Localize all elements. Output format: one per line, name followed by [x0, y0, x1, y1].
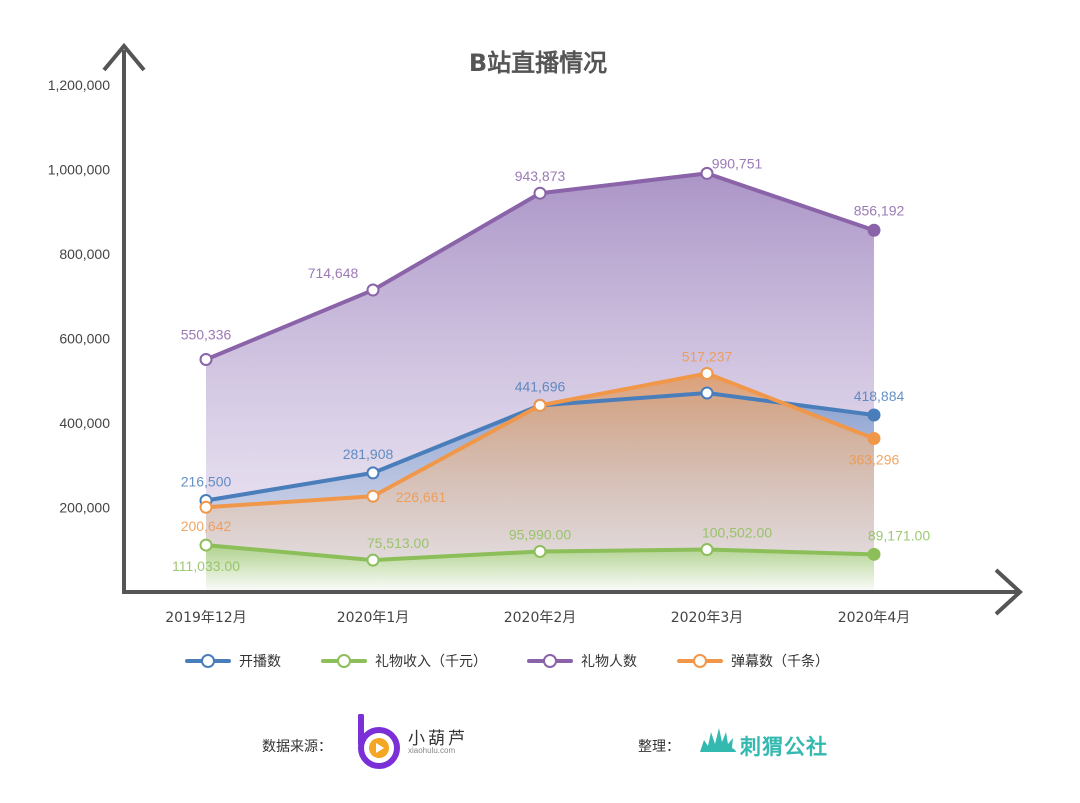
- gift-income-point[interactable]: [366, 553, 380, 567]
- legend-label: 礼物人数: [581, 654, 637, 670]
- y-tick-label: 1,000,000: [48, 162, 110, 178]
- danmaku-data-label: 363,296: [849, 452, 900, 468]
- danmaku-point[interactable]: [199, 500, 213, 514]
- footer: 数据来源： 小葫芦 xiaohulu.com 整理： 刺猬公社: [0, 712, 1080, 772]
- kaibo-data-label: 418,884: [854, 388, 905, 404]
- gift-users-data-label: 550,336: [181, 326, 232, 342]
- gift-users-data-label: 714,648: [308, 265, 359, 281]
- legend-item-kaibo[interactable]: 开播数: [185, 651, 281, 671]
- gift-users-data-label: 990,751: [712, 155, 763, 171]
- legend-label: 开播数: [239, 654, 281, 670]
- danmaku-area: [206, 373, 874, 592]
- gift-income-point[interactable]: [199, 538, 213, 552]
- source-name: 小葫芦: [408, 729, 468, 749]
- x-axis-arrow: [994, 568, 1023, 616]
- legend: 开播数 礼物收入（千元） 礼物人数 弹幕数（千条）: [185, 651, 829, 671]
- organizer-name: 刺猬公社: [740, 735, 828, 759]
- gift-income-point[interactable]: [867, 547, 881, 561]
- gift-users-point[interactable]: [700, 166, 714, 180]
- gift-income-area: [206, 545, 874, 592]
- x-tick-label: 2020年2月: [504, 610, 577, 626]
- kaibo-data-label: 281,908: [343, 446, 394, 462]
- gift-income-point[interactable]: [700, 543, 714, 557]
- hedgehog-logo-icon[interactable]: [698, 724, 738, 756]
- x-tick-label: 2020年1月: [337, 610, 410, 626]
- axes: [102, 42, 1023, 616]
- danmaku-data-label: 200,642: [181, 518, 232, 534]
- y-tick-label: 600,000: [59, 331, 110, 347]
- kaibo-data-label: 441,696: [515, 378, 566, 394]
- danmaku-point[interactable]: [867, 432, 881, 446]
- xiaohulu-logo-icon[interactable]: [355, 714, 403, 770]
- gift-income-data-label: 89,171.00: [868, 527, 930, 543]
- x-tick-label: 2019年12月: [165, 610, 246, 626]
- legend-swatch-icon: [677, 654, 723, 668]
- gift-users-point[interactable]: [199, 352, 213, 366]
- legend-label: 弹幕数（千条）: [731, 654, 829, 670]
- kaibo-point[interactable]: [700, 386, 714, 400]
- legend-label: 礼物收入（千元）: [375, 654, 487, 670]
- y-tick-label: 200,000: [59, 500, 110, 516]
- legend-item-danmaku[interactable]: 弹幕数（千条）: [677, 651, 829, 671]
- gift-users-point[interactable]: [867, 223, 881, 237]
- legend-swatch-icon: [185, 654, 231, 668]
- danmaku-data-label: 226,661: [396, 489, 447, 505]
- kaibo-point[interactable]: [867, 408, 881, 422]
- organizer-label: 整理：: [638, 739, 680, 755]
- gift-users-point[interactable]: [533, 186, 547, 200]
- legend-item-gift-income[interactable]: 礼物收入（千元）: [321, 651, 487, 671]
- y-tick-label: 800,000: [59, 246, 110, 262]
- legend-item-gift-users[interactable]: 礼物人数: [527, 651, 637, 671]
- gift-users-data-label: 856,192: [854, 202, 905, 218]
- gift-income-data-label: 75,513.00: [367, 535, 429, 551]
- chart-title: B站直播情况: [469, 49, 607, 77]
- source-site: xiaohulu.com: [408, 746, 456, 755]
- y-tick-label: 400,000: [59, 415, 110, 431]
- x-tick-label: 2020年3月: [671, 610, 744, 626]
- gift-income-data-label: 95,990.00: [509, 526, 571, 542]
- danmaku-point[interactable]: [533, 398, 547, 412]
- x-tick-label: 2020年4月: [838, 610, 911, 626]
- gift-income-data-label: 111,033.00: [172, 558, 240, 574]
- gift-users-data-label: 943,873: [515, 168, 566, 184]
- kaibo-point[interactable]: [366, 466, 380, 480]
- legend-swatch-icon: [321, 654, 367, 668]
- danmaku-point[interactable]: [700, 366, 714, 380]
- y-tick-label: 1,200,000: [48, 77, 110, 93]
- gift-income-data-label: 100,502.00: [702, 525, 772, 541]
- source-label: 数据来源：: [262, 739, 332, 755]
- danmaku-data-label: 517,237: [682, 348, 733, 364]
- kaibo-data-label: 216,500: [181, 474, 232, 490]
- y-axis-arrow: [102, 42, 146, 72]
- legend-swatch-icon: [527, 654, 573, 668]
- gift-income-point[interactable]: [533, 544, 547, 558]
- gift-users-point[interactable]: [366, 283, 380, 297]
- danmaku-point[interactable]: [366, 489, 380, 503]
